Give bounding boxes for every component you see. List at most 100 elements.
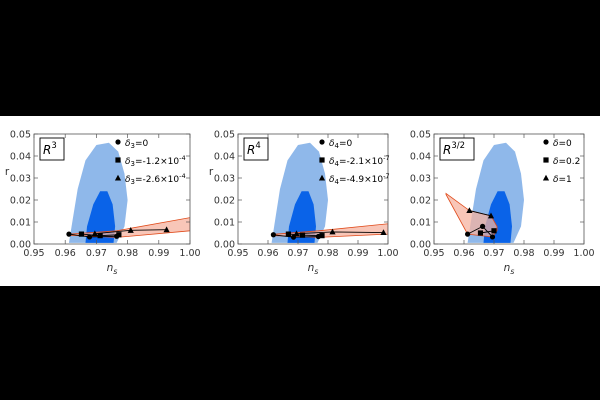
- legend-triangle-marker: [318, 174, 326, 181]
- model-label-frame: [439, 137, 475, 161]
- y-tick-label: 0.04: [410, 151, 431, 162]
- plot-frame: [237, 133, 389, 245]
- square-point-3: [116, 232, 122, 238]
- triangle-point-2: [329, 228, 336, 235]
- legend-value: =0: [559, 139, 573, 149]
- legend-triangle-marker: [114, 174, 122, 181]
- legend-sub: 3: [131, 142, 135, 150]
- legend-entry: δ4=-2.1×10-7: [329, 154, 390, 168]
- confidence-contour-inner: [85, 191, 116, 243]
- legend-symbol: δ: [553, 175, 559, 185]
- x-tick-label: 0.97: [287, 248, 308, 259]
- x-tick-label: 0.99: [347, 248, 368, 259]
- x-tick-label: 0.95: [23, 248, 44, 259]
- legend-symbol: δ: [553, 139, 559, 149]
- legend-value: =1: [559, 175, 572, 185]
- legend-value: =-2.1×10: [339, 157, 383, 167]
- legend-sup: -4: [179, 172, 185, 180]
- x-tick-label: 1.00: [573, 248, 594, 259]
- legend-value: =0.2: [559, 157, 581, 167]
- legend-entry: δ=1: [553, 175, 572, 185]
- square-point-3: [319, 233, 325, 239]
- circle-point-2: [86, 234, 93, 240]
- square-point-1: [78, 231, 85, 237]
- x-axis-label: ns: [107, 262, 118, 276]
- x-tick-label: 1.00: [377, 248, 398, 259]
- y-tick-label: 0.02: [410, 195, 431, 206]
- y-axis-label: r: [209, 166, 214, 178]
- plot-area: [270, 142, 388, 243]
- y-axis-label: r: [5, 166, 10, 178]
- triangle-point-3: [380, 229, 387, 236]
- y-tick-label: 0.04: [214, 151, 235, 162]
- legend-sup: -4: [179, 154, 185, 162]
- plot-frame: [433, 133, 585, 245]
- circle-point-3: [489, 234, 496, 240]
- y-tick-label: 0.01: [10, 217, 31, 228]
- legend-entry: δ=0: [553, 139, 572, 149]
- triangle-point-1: [466, 207, 473, 214]
- y-tick-label: 0.04: [10, 151, 31, 162]
- model-label-box: R3: [39, 137, 65, 161]
- legend-sup: -7: [383, 172, 389, 180]
- legend-sub: 4: [335, 160, 340, 168]
- x-tick-label: 0.97: [86, 248, 107, 259]
- circle-point-1: [66, 231, 72, 237]
- legend-symbol: δ: [125, 139, 131, 149]
- triangle-point-2: [127, 227, 134, 233]
- x-axis-label-sub: s: [314, 267, 318, 276]
- square-point-1: [477, 230, 484, 236]
- chart-panel-1: 0.95 0.96 0.97 0.98 0.99 1.00 0.00 0.01 0.02 0.03…: [5, 129, 201, 276]
- legend-sub: 4: [335, 178, 340, 186]
- legend-value: =-4.9×10: [339, 175, 383, 185]
- legend-entry: δ3=-1.2×10-4: [125, 154, 186, 168]
- chart-panel-3: 0.95 0.96 0.97 0.98 0.99 1.00 0.00 0.01 0.02 0.03…: [410, 129, 595, 276]
- legend-entry: δ3=0: [125, 139, 149, 150]
- y-tick-label: 0.02: [10, 195, 31, 206]
- square-point-2: [97, 233, 103, 239]
- y-tick-label: 0.02: [214, 195, 235, 206]
- confidence-contour-inner: [287, 191, 316, 243]
- legend-circle-marker: [115, 139, 121, 145]
- model-label-box: R3/2: [439, 137, 475, 161]
- legend-entry: δ4=0: [329, 139, 353, 150]
- model-label-sup: 3: [51, 141, 56, 151]
- y-tick-label: 0.03: [10, 173, 31, 184]
- x-axis-label-sub: s: [510, 267, 514, 276]
- x-tick-label: 0.97: [483, 248, 504, 259]
- x-tick-label: 0.99: [148, 248, 169, 259]
- x-tick-label: 1.00: [179, 248, 200, 259]
- legend-value: =0: [339, 139, 353, 149]
- x-axis-label: ns: [308, 262, 319, 276]
- legend-symbol: δ: [553, 157, 559, 167]
- triangle-point-2: [487, 212, 495, 219]
- x-tick-label: 0.95: [423, 248, 444, 259]
- square-point-1: [285, 231, 291, 237]
- x-tick-label: 0.98: [513, 248, 534, 259]
- legend-symbol: δ: [125, 175, 131, 185]
- x-tick-label: 0.96: [257, 248, 278, 259]
- chart-panel-2: 0.95 0.96 0.97 0.98 0.99 1.00 0.00 0.01 0.02 0.03…: [209, 129, 399, 276]
- x-tick-label: 0.99: [543, 248, 564, 259]
- legend-circle-marker: [319, 139, 325, 145]
- model-label-frame: [243, 137, 269, 161]
- legend: δ4=0δ4=-2.1×10-7δ4=-4.9×10-7: [318, 139, 390, 186]
- x-axis-label: ns: [504, 262, 515, 276]
- legend-value: =-2.6×10: [135, 175, 179, 185]
- x-tick-label: 0.96: [55, 248, 76, 259]
- legend-entry: δ4=-4.9×10-7: [329, 172, 390, 186]
- y-tick-label: 0.05: [214, 129, 235, 140]
- circle-point-1: [270, 232, 276, 238]
- x-tick-label: 0.98: [317, 248, 338, 259]
- model-label-box: R4: [243, 137, 269, 161]
- legend-sub: 4: [335, 142, 340, 150]
- model-label-sup: 4: [255, 141, 260, 151]
- legend-square-marker: [543, 157, 549, 163]
- x-tick-label: 0.96: [453, 248, 474, 259]
- square-point-2: [299, 232, 306, 238]
- triangle-point-1: [91, 230, 98, 237]
- legend-symbol: δ: [329, 175, 335, 185]
- circle-point-2: [480, 223, 486, 229]
- legend: δ=0δ=0.2δ=1: [542, 139, 581, 185]
- y-tick-label: 0.05: [10, 129, 31, 140]
